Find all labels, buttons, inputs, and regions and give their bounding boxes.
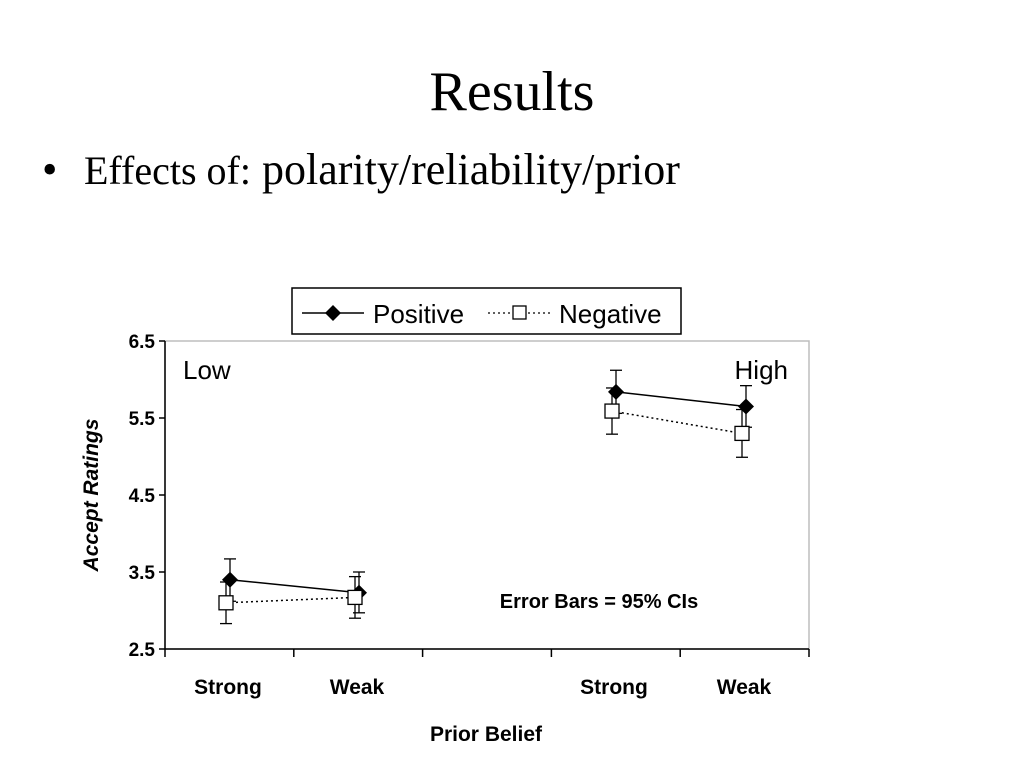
x-axis-ticks: Strong Weak Strong Weak [164, 649, 810, 699]
legend-positive-label: Positive [373, 299, 464, 329]
data-point-negative [734, 425, 750, 442]
x-category-label: Weak [717, 676, 772, 699]
y-axis-label: Accept Ratings [80, 419, 103, 573]
legend-positive-marker [325, 305, 341, 321]
data-point-negative [604, 403, 620, 419]
data-point-negative [347, 589, 363, 606]
series-line-negative [611, 410, 743, 435]
legend-negative-label: Negative [559, 299, 662, 329]
series-layer [218, 369, 754, 625]
x-category-label: Strong [194, 676, 262, 699]
group-label-high: High [735, 355, 788, 385]
legend-negative-marker [512, 305, 527, 320]
error-bar-annotation: Error Bars = 95% CIs [500, 591, 698, 613]
data-point-negative [218, 595, 234, 611]
slide-title: Results [429, 61, 595, 123]
series-line-positive [229, 578, 360, 594]
x-category-label: Weak [330, 676, 385, 699]
y-tick-label: 6.5 [129, 332, 156, 353]
bullet-text: polarity/reliability/prior [261, 145, 680, 194]
y-tick-label: 2.5 [129, 640, 156, 661]
group-label-low: Low [183, 355, 231, 385]
bullet-symbol: • [42, 145, 58, 194]
bullet-point: • Effects of: polarity/reliability/prior [42, 144, 680, 195]
x-category-label: Strong [580, 676, 648, 699]
series-line-positive [615, 391, 747, 408]
legend-box [291, 287, 682, 335]
plot-area [164, 340, 810, 650]
y-tick-label: 3.5 [129, 563, 156, 584]
series-line-negative [225, 596, 356, 604]
y-tick-label: 5.5 [129, 409, 156, 430]
legend: Positive Negative [291, 287, 682, 335]
x-axis-label: Prior Belief [430, 723, 543, 746]
bullet-lead: Effects of: [84, 148, 251, 193]
y-axis-ticks: 6.5 5.5 4.5 3.5 2.5 [129, 332, 165, 661]
y-tick-label: 4.5 [129, 486, 156, 507]
